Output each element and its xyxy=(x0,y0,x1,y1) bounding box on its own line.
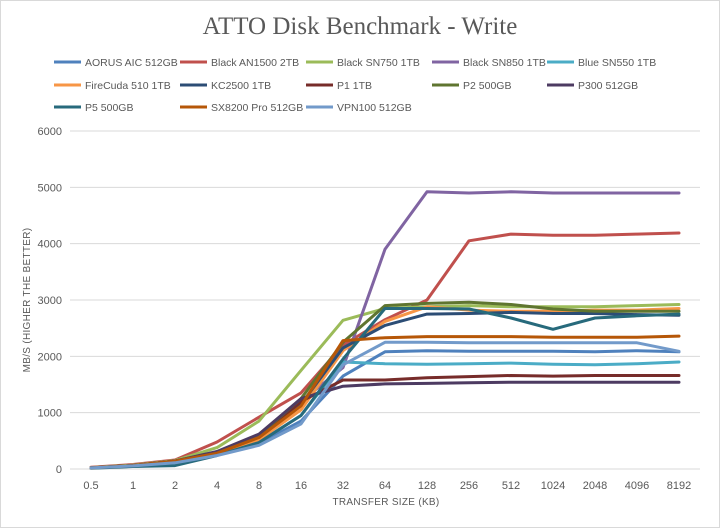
legend-item: VPN100 512GB xyxy=(306,102,412,114)
legend-item: Blue SN550 1TB xyxy=(547,57,656,69)
legend-item: FireCuda 510 1TB xyxy=(54,80,171,92)
legend-item: P5 500GB xyxy=(54,102,133,114)
x-tick-label: 128 xyxy=(418,480,436,492)
series-line-1 xyxy=(89,231,681,469)
legend-item: P2 500GB xyxy=(432,80,511,92)
series-line-12 xyxy=(89,340,681,470)
y-tick-label: 4000 xyxy=(38,239,62,251)
legend-label: SX8200 Pro 512GB xyxy=(211,102,303,114)
legend-item: AORUS AIC 512GB xyxy=(54,57,178,69)
legend-label: P5 500GB xyxy=(85,102,133,114)
y-tick-label: 0 xyxy=(56,464,62,476)
legend-item: SX8200 Pro 512GB xyxy=(180,102,303,114)
x-tick-label: 2048 xyxy=(583,480,607,492)
legend-item: P1 1TB xyxy=(306,80,372,92)
x-tick-label: 16 xyxy=(295,480,307,492)
y-tick-label: 1000 xyxy=(38,408,62,420)
x-tick-label: 8 xyxy=(256,480,262,492)
y-tick-label: 6000 xyxy=(38,126,62,138)
series-line-11 xyxy=(89,334,681,470)
legend: AORUS AIC 512GB Black AN1500 2TB Black SN7… xyxy=(54,57,656,114)
legend-label: P2 500GB xyxy=(463,80,511,92)
y-axis-label: MB/S (HIGHER THE BETTER) xyxy=(22,228,33,373)
legend-item: P300 512GB xyxy=(547,80,638,92)
legend-label: Blue SN550 1TB xyxy=(578,57,656,69)
y-tick-label: 5000 xyxy=(38,182,62,194)
legend-label: KC2500 1TB xyxy=(211,80,271,92)
legend-label: P300 512GB xyxy=(578,80,638,92)
legend-label: Black SN850 1TB xyxy=(463,57,546,69)
x-tick-label: 32 xyxy=(337,480,349,492)
x-tick-label: 8192 xyxy=(667,480,691,492)
x-tick-label: 4 xyxy=(214,480,220,492)
legend-label: VPN100 512GB xyxy=(337,102,412,114)
legend-label: Black SN750 1TB xyxy=(337,57,420,69)
legend-item: Black SN850 1TB xyxy=(432,57,546,69)
legend-item: KC2500 1TB xyxy=(180,80,271,92)
x-tick-label: 4096 xyxy=(625,480,649,492)
x-axis-label: TRANSFER SIZE (KB) xyxy=(332,497,439,508)
y-axis-ticks: 0 1000 2000 3000 4000 5000 6000 xyxy=(38,126,62,476)
legend-label: AORUS AIC 512GB xyxy=(85,57,178,69)
x-tick-label: 2 xyxy=(172,480,178,492)
plot-area xyxy=(89,190,681,470)
x-tick-label: 512 xyxy=(502,480,520,492)
x-tick-label: 256 xyxy=(460,480,478,492)
x-axis-ticks: 0.5 1 2 4 8 16 32 64 128 256 512 1024 2048 4096 8192 xyxy=(83,480,691,492)
chart-title: ATTO Disk Benchmark - Write xyxy=(203,13,518,40)
x-tick-label: 0.5 xyxy=(83,480,98,492)
legend-item: Black SN750 1TB xyxy=(306,57,420,69)
y-tick-label: 2000 xyxy=(38,351,62,363)
x-tick-label: 1 xyxy=(130,480,136,492)
legend-item: Black AN1500 2TB xyxy=(180,57,299,69)
legend-label: Black AN1500 2TB xyxy=(211,57,299,69)
x-tick-label: 1024 xyxy=(541,480,565,492)
legend-label: FireCuda 510 1TB xyxy=(85,80,171,92)
gridlines xyxy=(70,130,700,470)
legend-label: P1 1TB xyxy=(337,80,372,92)
y-tick-label: 3000 xyxy=(38,295,62,307)
series-line-10 xyxy=(89,307,681,470)
x-tick-label: 64 xyxy=(379,480,391,492)
